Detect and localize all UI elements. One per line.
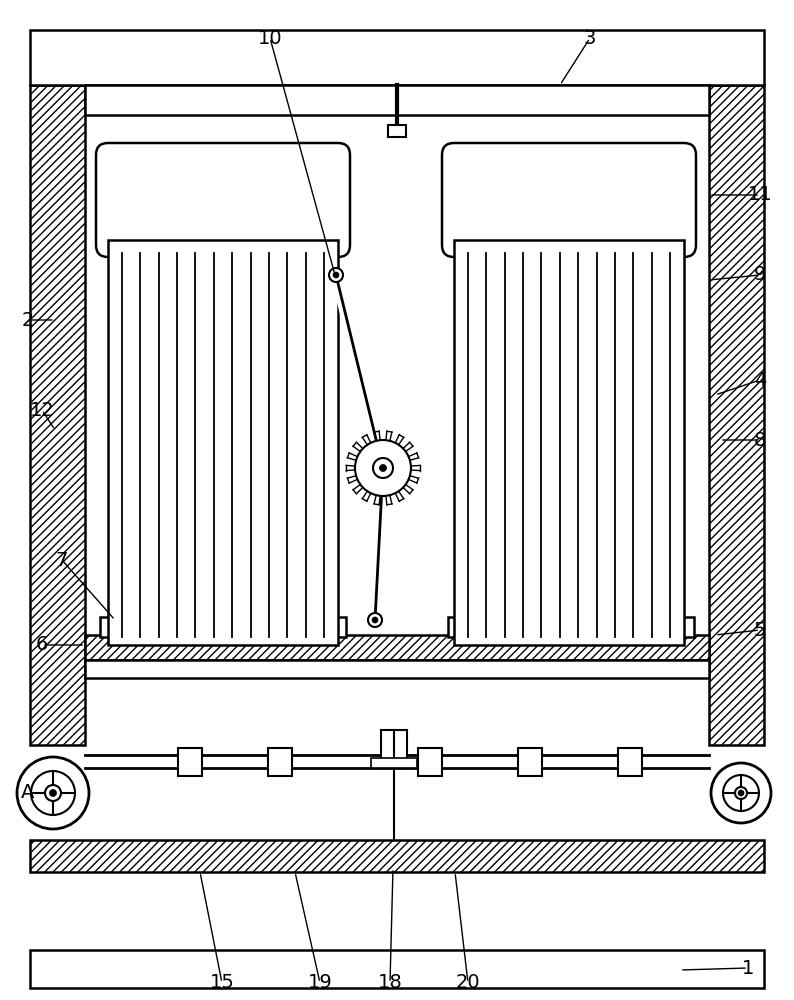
Text: 8: 8: [754, 430, 766, 450]
Bar: [100, 617, 346, 637]
Circle shape: [355, 440, 411, 496]
Circle shape: [735, 787, 747, 799]
Text: 5: 5: [754, 620, 766, 640]
Text: 4: 4: [754, 370, 766, 389]
Circle shape: [17, 757, 89, 829]
FancyBboxPatch shape: [96, 143, 350, 257]
Bar: [85, 635, 709, 660]
Circle shape: [738, 790, 744, 796]
Bar: [448, 617, 694, 637]
Text: 15: 15: [210, 974, 234, 992]
Text: 20: 20: [456, 974, 480, 992]
Bar: [30, 85, 85, 745]
Bar: [108, 240, 338, 645]
Circle shape: [368, 613, 382, 627]
Circle shape: [45, 785, 61, 801]
Text: 2: 2: [21, 310, 34, 330]
Text: 9: 9: [754, 265, 766, 284]
Circle shape: [31, 771, 75, 815]
Circle shape: [711, 763, 771, 823]
Bar: [418, 748, 442, 776]
Circle shape: [723, 775, 759, 811]
Text: 18: 18: [378, 974, 403, 992]
Circle shape: [380, 464, 387, 472]
Bar: [178, 748, 202, 776]
Circle shape: [372, 617, 378, 623]
Circle shape: [329, 268, 343, 282]
Text: 6: 6: [36, 636, 48, 654]
Bar: [30, 950, 764, 988]
Bar: [618, 748, 642, 776]
Bar: [30, 840, 764, 872]
Text: 12: 12: [29, 400, 54, 420]
Bar: [381, 730, 407, 768]
Bar: [85, 85, 709, 115]
Text: 19: 19: [307, 974, 333, 992]
Bar: [454, 240, 684, 645]
Bar: [30, 30, 764, 85]
Circle shape: [373, 458, 393, 478]
Text: 3: 3: [584, 28, 596, 47]
Circle shape: [333, 272, 339, 278]
Bar: [709, 85, 764, 745]
Text: 1: 1: [742, 958, 754, 978]
Circle shape: [49, 790, 56, 796]
Text: 10: 10: [258, 28, 283, 47]
Bar: [85, 660, 709, 678]
Text: 7: 7: [56, 550, 68, 570]
FancyBboxPatch shape: [442, 143, 696, 257]
Text: A: A: [21, 784, 35, 802]
Bar: [371, 758, 417, 768]
Bar: [268, 748, 292, 776]
Text: 11: 11: [748, 186, 773, 205]
Bar: [388, 125, 406, 137]
Bar: [518, 748, 542, 776]
